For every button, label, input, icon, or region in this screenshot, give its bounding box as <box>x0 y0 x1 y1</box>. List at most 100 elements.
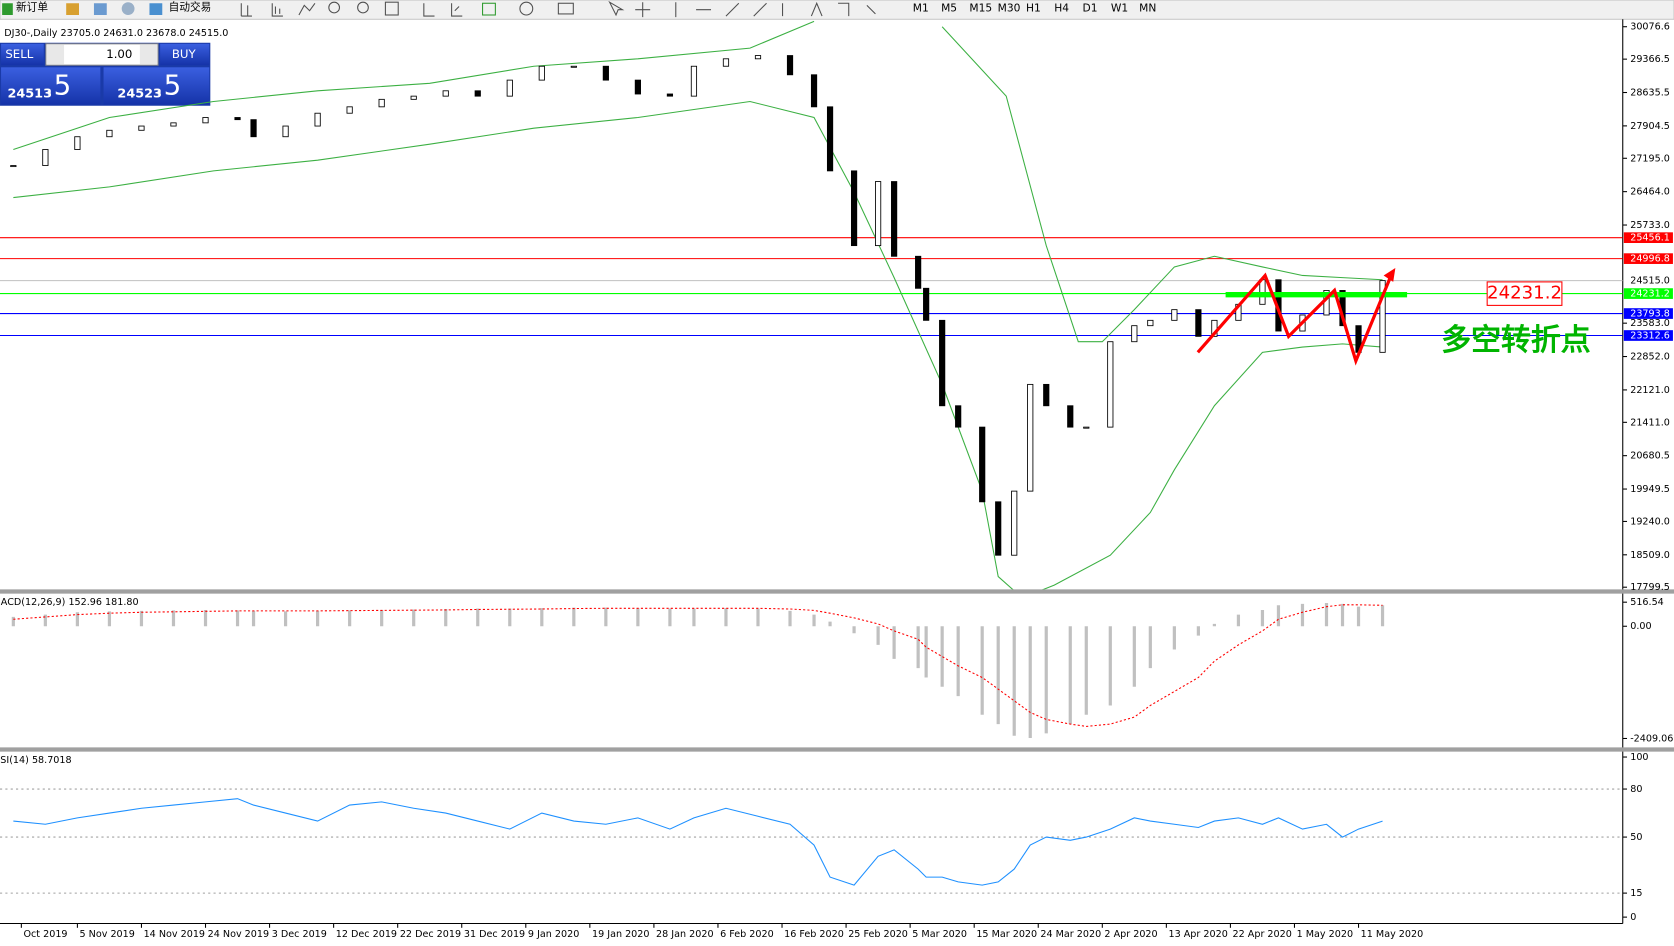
candle <box>1195 309 1202 337</box>
x-tick-label: 22 Apr 2020 <box>1233 929 1292 940</box>
icon[interactable] <box>423 3 435 17</box>
candle <box>1083 426 1090 429</box>
candle <box>754 55 762 60</box>
price-annotation: 24231.2 <box>1487 283 1562 304</box>
x-tick-label: 19 Jan 2020 <box>592 929 650 940</box>
y-tick-label: 22121.0 <box>1630 385 1670 396</box>
timeframe[interactable]: H1 <box>1026 2 1041 15</box>
candle <box>202 117 209 124</box>
candle <box>1131 325 1138 343</box>
x-tick-label: 2 Apr 2020 <box>1104 929 1157 940</box>
timeframe[interactable]: W1 <box>1111 2 1128 15</box>
icon[interactable] <box>557 2 574 15</box>
y-tick-label: 17799.5 <box>1630 582 1670 593</box>
y-tick-label: 29366.5 <box>1630 54 1670 65</box>
candle <box>850 170 858 247</box>
lot-value[interactable]: 1.00 <box>106 47 132 61</box>
lot-up[interactable] <box>139 44 157 65</box>
x-tick-label: 25 Feb 2020 <box>848 929 908 940</box>
y-tick-label: 50 <box>1630 832 1642 843</box>
y-tick-label: 19240.0 <box>1630 516 1670 527</box>
icon[interactable] <box>608 0 625 17</box>
timeframe[interactable]: MN <box>1139 2 1156 15</box>
rsi-title: RSI(14) 58.7018 <box>0 755 72 766</box>
icon[interactable] <box>271 3 283 17</box>
timeframe[interactable]: M30 <box>998 2 1021 15</box>
candle <box>826 106 834 172</box>
icon[interactable] <box>451 3 463 17</box>
new-order[interactable]: 新订单 <box>16 1 48 14</box>
icon[interactable] <box>635 2 651 18</box>
icon[interactable] <box>240 3 252 17</box>
icon[interactable] <box>121 2 135 15</box>
timeframe[interactable]: M1 <box>913 2 929 15</box>
x-tick-label: 13 Apr 2020 <box>1168 929 1227 940</box>
x-tick-label: 11 May 2020 <box>1361 929 1424 940</box>
icon[interactable] <box>482 2 496 16</box>
candle <box>722 58 730 67</box>
icon[interactable] <box>328 1 341 14</box>
candle <box>250 119 257 138</box>
level-label: 24515.0 <box>1630 276 1670 287</box>
level-label: 24996.8 <box>1630 254 1670 265</box>
separator <box>0 589 1674 594</box>
icon[interactable] <box>384 1 399 16</box>
bid-box[interactable] <box>1 67 101 105</box>
icon[interactable] <box>519 1 534 16</box>
y-tick-label: 27904.5 <box>1630 121 1670 132</box>
timeframe[interactable]: M5 <box>941 2 957 15</box>
timeframe[interactable]: H4 <box>1054 2 1069 15</box>
candle <box>1107 341 1114 428</box>
candle <box>634 79 641 95</box>
y-tick-label: 20680.5 <box>1630 451 1670 462</box>
icon-auto[interactable] <box>149 3 163 15</box>
level-label: 25456.1 <box>1630 233 1670 244</box>
ask-box[interactable] <box>103 67 210 105</box>
icon[interactable] <box>93 3 107 15</box>
timeframe[interactable]: D1 <box>1083 2 1098 15</box>
icon[interactable] <box>66 3 80 15</box>
icon[interactable] <box>298 2 316 16</box>
x-tick-label: 12 Dec 2019 <box>336 929 397 940</box>
ask-frac[interactable]: .5 <box>155 69 181 102</box>
level-label-bg <box>1623 275 1673 286</box>
auto-trading[interactable]: 自动交易 <box>169 1 212 14</box>
y-tick-label: 100 <box>1630 752 1648 763</box>
sell-button[interactable] <box>1 43 44 66</box>
y-tick-label: 26464.0 <box>1630 187 1670 198</box>
y-tick-label: 15 <box>1630 888 1642 899</box>
icon[interactable] <box>357 1 369 14</box>
buy-label[interactable]: BUY <box>172 47 197 61</box>
icon[interactable] <box>675 1 876 18</box>
chart-title: DJ30-,Daily 23705.0 24631.0 23678.0 2451… <box>4 28 228 39</box>
candle <box>378 98 385 108</box>
macd-title: MACD(12,26,9) 152.96 181.80 <box>0 597 139 608</box>
y-tick-label: 19949.5 <box>1630 484 1670 495</box>
timeframe[interactable]: M15 <box>969 2 992 15</box>
candle <box>1043 383 1050 407</box>
lot-down[interactable] <box>46 44 65 65</box>
candle <box>1379 280 1386 353</box>
turning-point-note: 多空转折点 <box>1441 323 1591 358</box>
level-label: 23312.6 <box>1630 331 1670 342</box>
candle <box>1027 383 1034 492</box>
y-tick-label: 30076.6 <box>1630 22 1670 33</box>
candle <box>939 319 946 407</box>
icon-new-order[interactable] <box>2 3 13 15</box>
y-tick-label: 80 <box>1630 784 1642 795</box>
ask-main[interactable]: 24523 <box>117 87 162 102</box>
candle <box>570 65 577 68</box>
series-line <box>13 20 1383 343</box>
timeframes: M1 M5 M15 M30 H1 H4 D1 W1 MN <box>913 2 1157 15</box>
bid-main[interactable]: 24513 <box>7 87 52 102</box>
x-tick-label: 28 Jan 2020 <box>656 929 714 940</box>
toolbar-bg <box>0 0 1674 20</box>
sell-label[interactable]: SELL <box>5 47 33 61</box>
lot-input[interactable] <box>45 43 159 66</box>
candle <box>1171 309 1178 321</box>
x-tick-label: 5 Mar 2020 <box>912 929 967 940</box>
bid-frac[interactable]: .5 <box>45 69 71 102</box>
level-label-bg <box>1623 253 1673 264</box>
buy-button[interactable] <box>160 43 210 66</box>
